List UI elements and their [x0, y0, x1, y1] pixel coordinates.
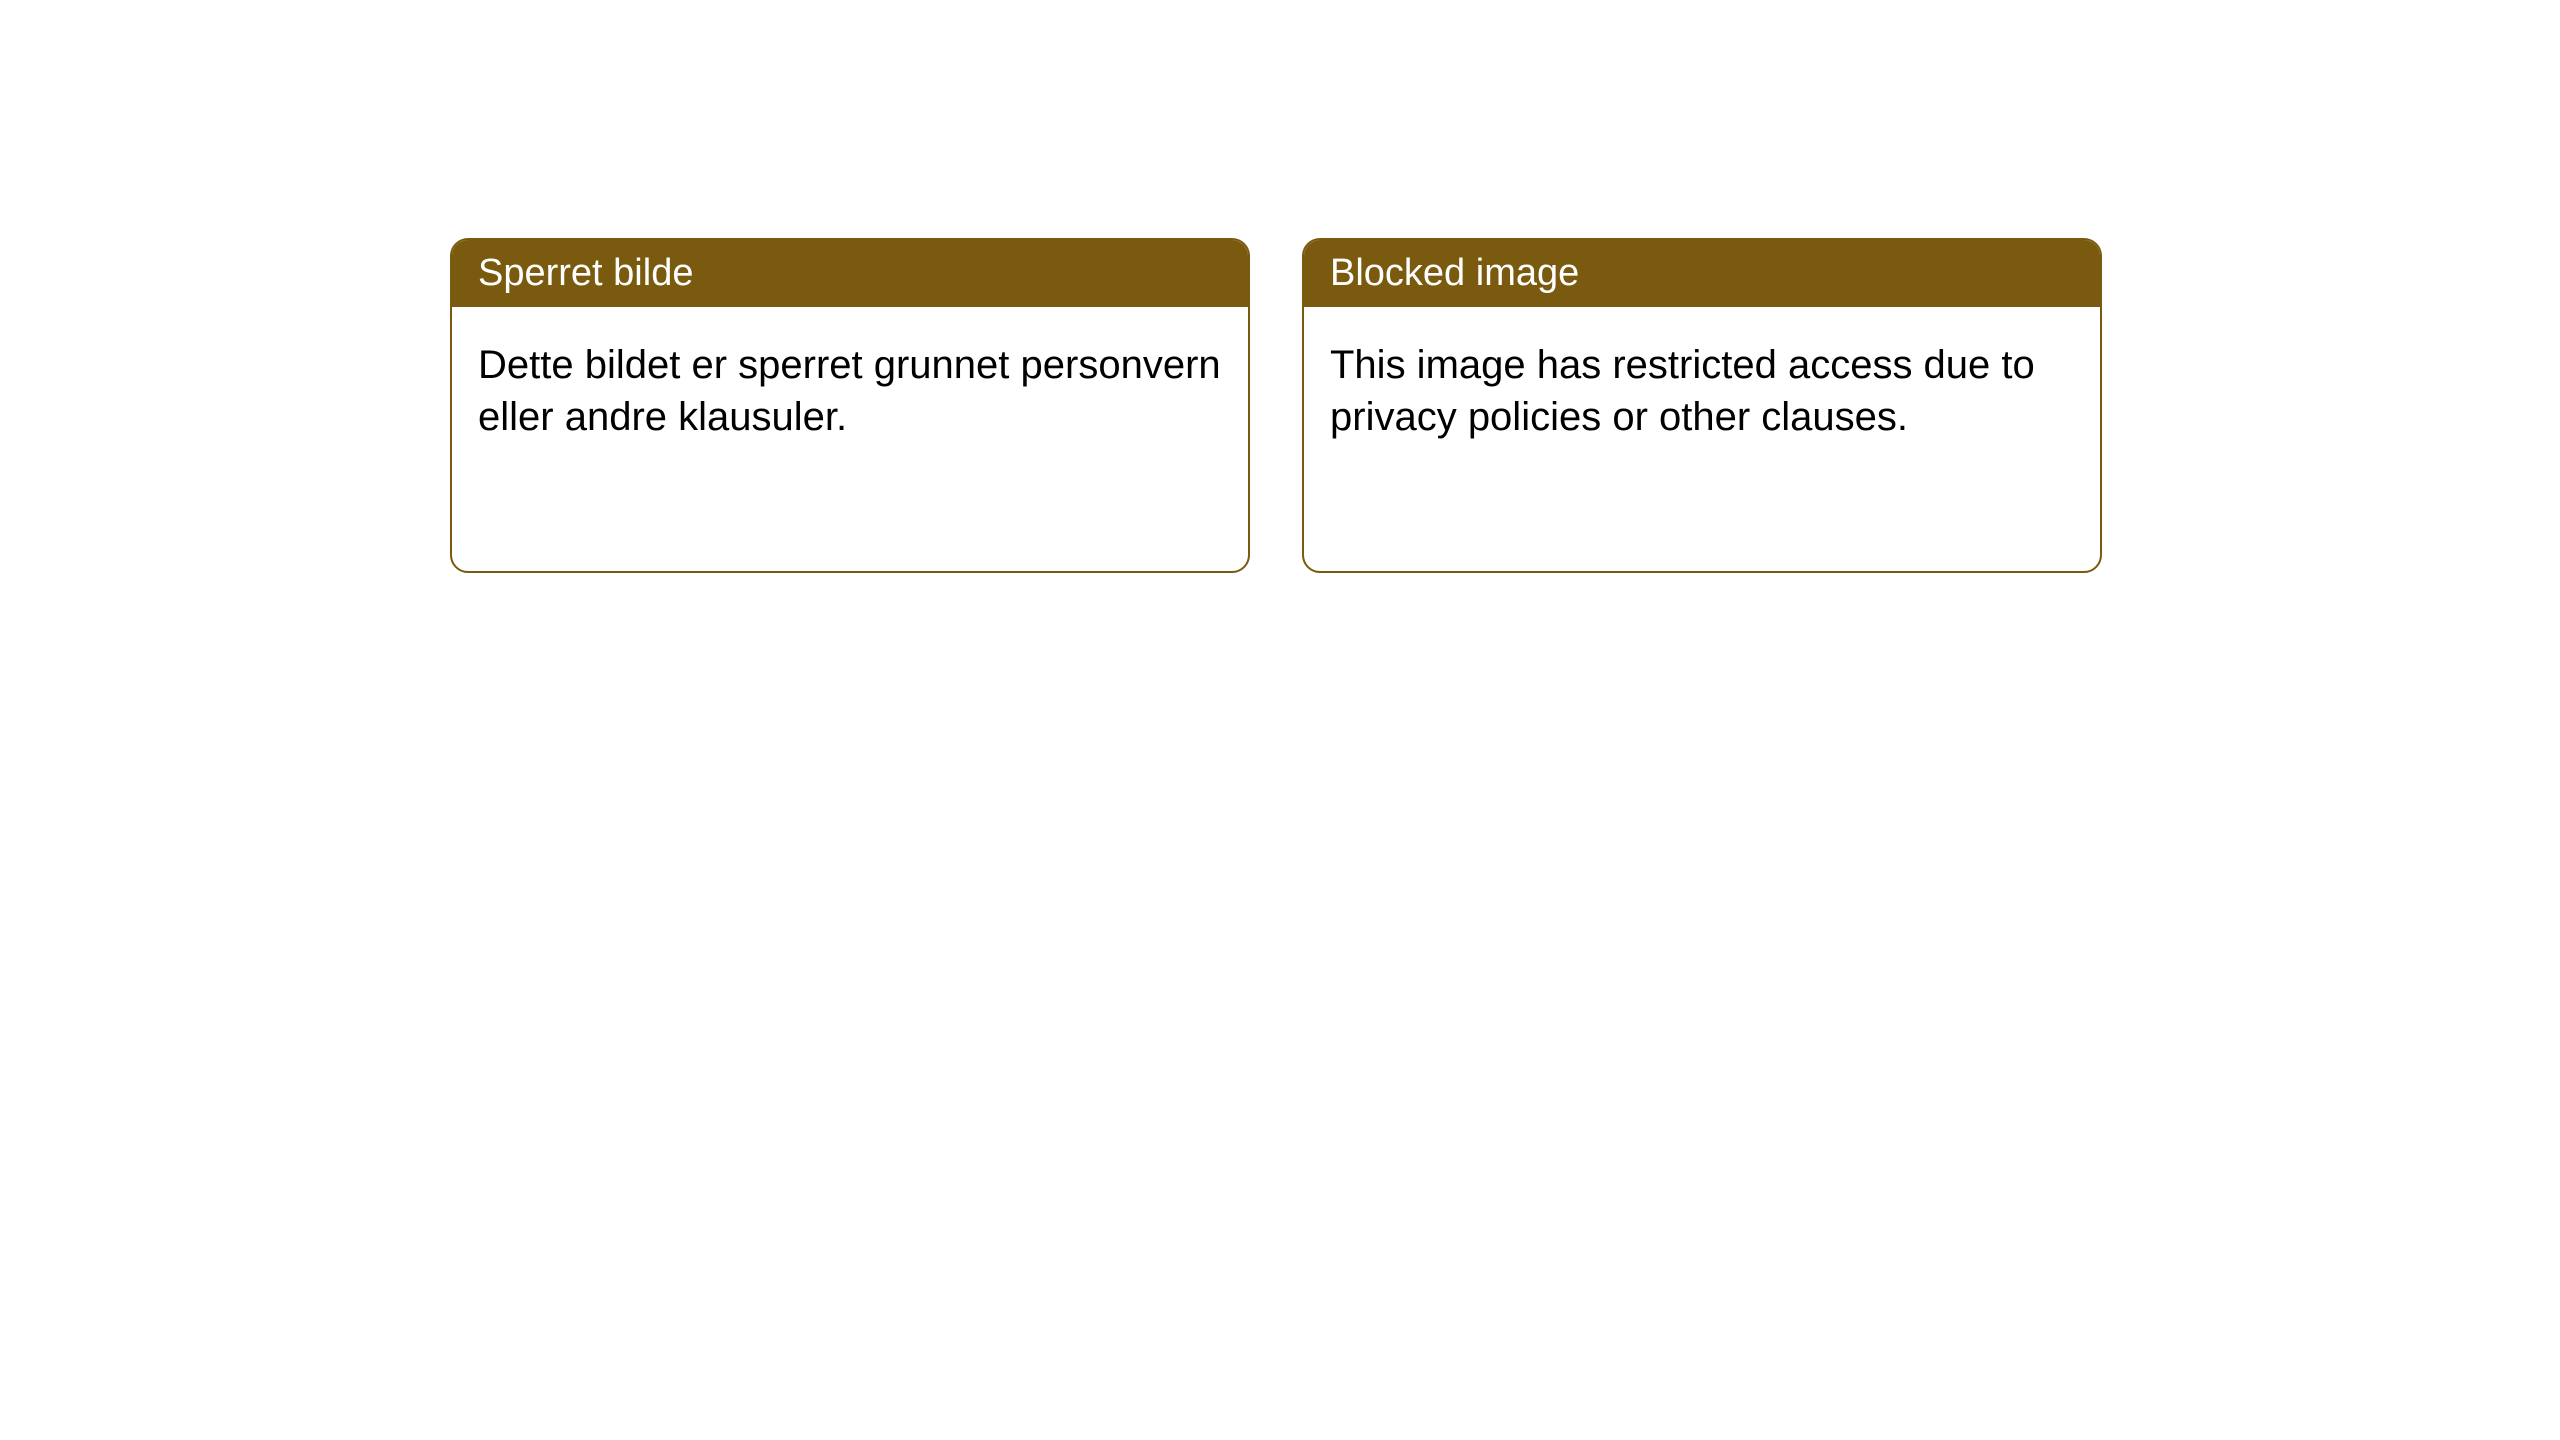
notice-card-english: Blocked image This image has restricted … [1302, 238, 2102, 573]
card-body-english: This image has restricted access due to … [1304, 307, 2100, 475]
card-message: Dette bildet er sperret grunnet personve… [478, 343, 1221, 439]
notice-container: Sperret bilde Dette bildet er sperret gr… [0, 0, 2560, 573]
card-header-english: Blocked image [1304, 240, 2100, 307]
card-title: Blocked image [1330, 252, 1579, 294]
card-title: Sperret bilde [478, 252, 693, 294]
card-body-norwegian: Dette bildet er sperret grunnet personve… [452, 307, 1248, 475]
card-header-norwegian: Sperret bilde [452, 240, 1248, 307]
notice-card-norwegian: Sperret bilde Dette bildet er sperret gr… [450, 238, 1250, 573]
card-message: This image has restricted access due to … [1330, 343, 2035, 439]
